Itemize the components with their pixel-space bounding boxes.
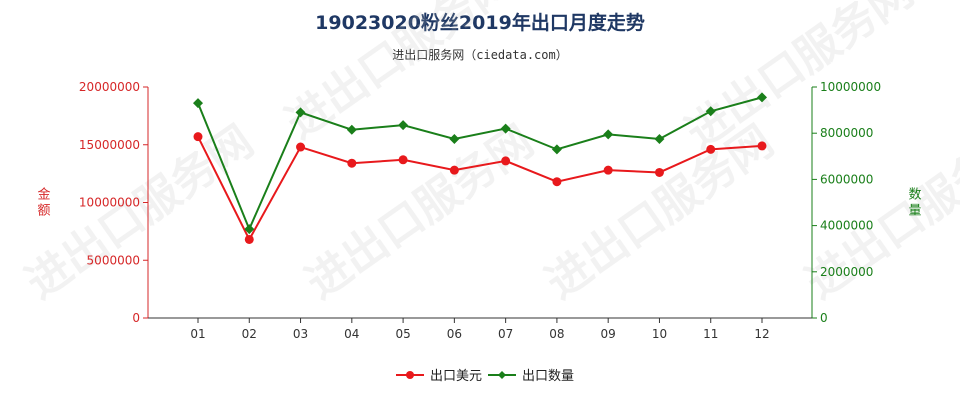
chart-subtitle: 进出口服务网（ciedata.com） xyxy=(392,48,568,62)
y-left-axis-title: 金额 xyxy=(37,187,50,219)
data-point xyxy=(449,165,459,175)
y-right-tick-label: 2000000 xyxy=(820,265,873,279)
data-point xyxy=(398,120,409,131)
watermark-text: 进出口服务网 xyxy=(797,116,960,309)
data-point xyxy=(757,92,767,103)
x-tick-label: 09 xyxy=(601,327,616,341)
y-right-tick-label: 8000000 xyxy=(820,126,873,140)
x-tick-label: 02 xyxy=(242,327,257,341)
data-point xyxy=(552,177,562,187)
y-left-tick-label: 5000000 xyxy=(87,253,140,267)
x-tick-label: 03 xyxy=(293,327,308,341)
x-tick-label: 04 xyxy=(344,327,359,341)
x-tick-label: 08 xyxy=(549,327,564,341)
x-tick-label: 10 xyxy=(652,327,667,341)
x-tick-label: 07 xyxy=(498,327,513,341)
data-point xyxy=(654,167,664,177)
axes: 0 5000000 10000000 15000000 20000000 0 2000000… xyxy=(37,80,921,341)
series-line xyxy=(197,96,763,232)
legend-label: 出口美元 xyxy=(430,369,482,384)
data-point xyxy=(296,142,306,152)
watermark-text: 进出口服务网 xyxy=(297,116,543,309)
chart-title: 19023020粉丝2019年出口月度走势 xyxy=(315,12,645,34)
x-tick-label: 01 xyxy=(190,327,205,341)
data-point xyxy=(706,144,716,154)
data-point xyxy=(757,141,767,151)
y-right-tick-label: 4000000 xyxy=(820,219,873,233)
y-left-tick-label: 20000000 xyxy=(79,80,140,94)
legend-marker xyxy=(498,371,506,379)
data-point xyxy=(449,133,460,144)
data-point xyxy=(244,234,254,244)
y-right-tick-label: 0 xyxy=(820,311,828,325)
data-point xyxy=(244,224,255,235)
data-point xyxy=(295,107,306,118)
y-left-tick-label: 0 xyxy=(132,311,140,325)
data-point xyxy=(603,165,613,175)
y-right-tick-label: 10000000 xyxy=(820,80,881,94)
watermark-text: 进出口服务网 xyxy=(677,0,923,159)
data-point xyxy=(551,144,562,155)
data-point xyxy=(705,106,716,117)
data-point xyxy=(347,158,357,168)
series-line xyxy=(197,136,763,242)
data-point xyxy=(654,133,665,144)
data-point xyxy=(603,129,614,140)
y-left-tick-label: 10000000 xyxy=(79,196,140,210)
series-layer xyxy=(193,92,767,244)
legend-label: 出口数量 xyxy=(522,369,574,384)
x-tick-label: 05 xyxy=(395,327,410,341)
data-point xyxy=(501,156,511,166)
y-right-axis-title: 数量 xyxy=(908,188,921,219)
data-point xyxy=(346,124,357,135)
data-point xyxy=(500,123,511,134)
x-tick-label: 11 xyxy=(703,327,718,341)
legend: 出口美元 出口数量 xyxy=(396,369,574,384)
y-left-tick-label: 15000000 xyxy=(79,138,140,152)
data-point xyxy=(193,98,203,109)
legend-marker xyxy=(406,371,414,379)
data-point xyxy=(398,155,408,165)
y-right-tick-label: 6000000 xyxy=(820,172,873,186)
x-tick-label: 06 xyxy=(447,327,462,341)
x-tick-label: 12 xyxy=(754,327,769,341)
data-point xyxy=(193,132,203,142)
